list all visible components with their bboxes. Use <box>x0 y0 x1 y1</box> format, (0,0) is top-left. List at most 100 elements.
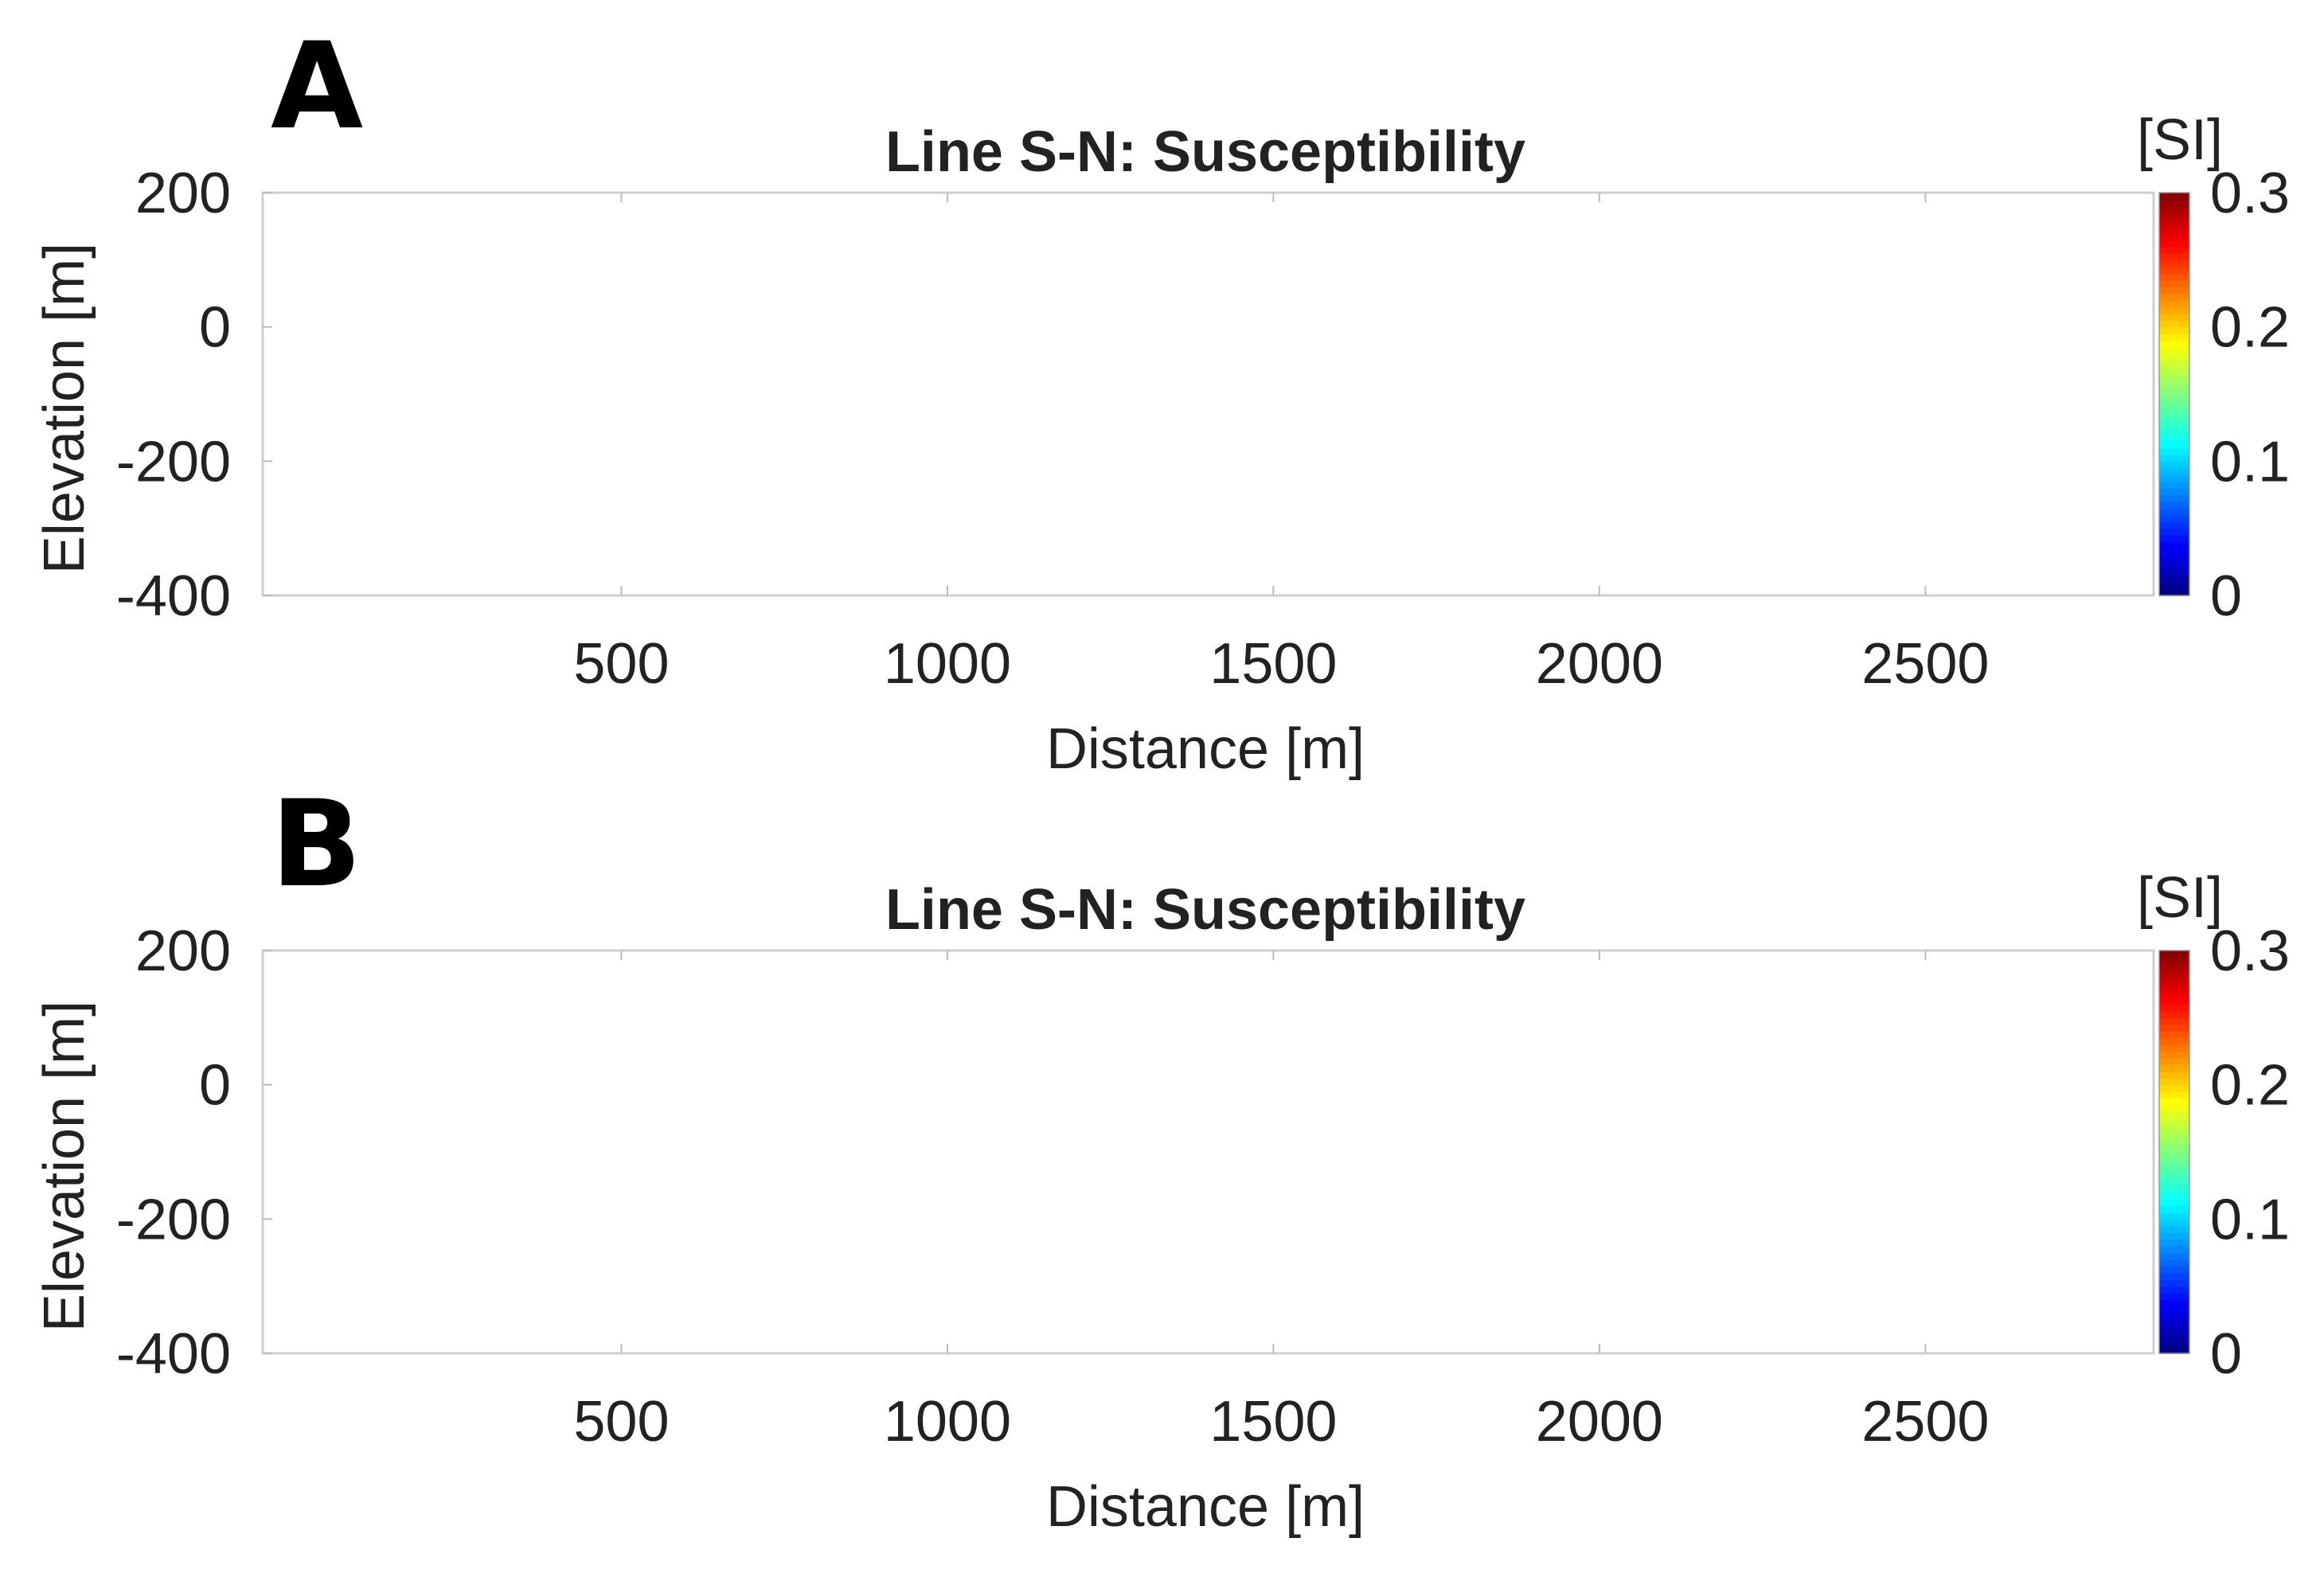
colorbar-segment <box>2159 1145 2189 1153</box>
colorbar-tick-label: 0 <box>2210 1322 2242 1386</box>
colorbar-segment <box>2159 494 2189 502</box>
colorbar-segment <box>2159 555 2189 563</box>
colorbar-segment <box>2159 260 2189 267</box>
colorbar-segment <box>2159 454 2189 463</box>
colorbar-segment <box>2159 299 2189 308</box>
colorbar-segment <box>2159 488 2189 496</box>
colorbar-segment <box>2159 1259 2189 1267</box>
colorbar-segment <box>2159 1131 2189 1139</box>
colorbar-segment <box>2159 528 2189 536</box>
colorbar-segment <box>2159 984 2189 992</box>
colorbar-segment <box>2159 232 2189 240</box>
axes-box <box>261 949 2155 1355</box>
x-tick-label: 1500 <box>1209 1390 1337 1454</box>
colorbar-segment <box>2159 963 2189 972</box>
colorbar-segment <box>2159 1199 2189 1207</box>
colorbar-segment <box>2159 427 2189 435</box>
colorbar-segment <box>2159 226 2189 234</box>
colorbar-segment <box>2159 1212 2189 1220</box>
colorbar-segment <box>2159 1057 2189 1066</box>
colorbar-segment <box>2159 394 2189 402</box>
colorbar-segment <box>2159 313 2189 322</box>
colorbar-segment <box>2159 1098 2189 1106</box>
colorbar-segment <box>2159 1064 2189 1072</box>
colorbar-segment <box>2159 582 2189 590</box>
colorbar-segment <box>2159 575 2189 583</box>
colorbar-segment <box>2159 213 2189 221</box>
colorbar-segment <box>2159 293 2189 301</box>
colorbar-segment <box>2159 1091 2189 1099</box>
colorbar-segment <box>2159 407 2189 416</box>
x-tick-label: 2500 <box>1861 632 1989 696</box>
colorbar-segment <box>2159 306 2189 314</box>
y-tick-label: -200 <box>116 1188 231 1251</box>
colorbar-segment <box>2159 1152 2189 1160</box>
colorbar-segment <box>2159 240 2189 248</box>
colorbar-segment <box>2159 252 2189 261</box>
colorbar-segment <box>2159 246 2189 254</box>
colorbar-segment <box>2159 467 2189 475</box>
colorbar-segment <box>2159 977 2189 985</box>
colorbar-segment <box>2159 1313 2189 1321</box>
y-axis-label: Elevation [m] <box>33 1001 96 1332</box>
colorbar-segment <box>2159 1031 2189 1039</box>
colorbar-segment <box>2159 957 2189 965</box>
colorbar-frame <box>2158 950 2190 1354</box>
chart-title: Line S-N: Susceptibility <box>885 120 1525 184</box>
panel-b: B Line S-N: Susceptibility Elevation [m]… <box>33 775 2290 1539</box>
colorbar-segment <box>2159 334 2189 342</box>
colorbar-segment <box>2159 501 2189 509</box>
colorbar-segment <box>2159 1037 2189 1045</box>
colorbar-segment <box>2159 1010 2189 1019</box>
colorbar-segment <box>2159 1118 2189 1126</box>
colorbar-segment <box>2159 1004 2189 1012</box>
x-axis-label: Distance [m] <box>1046 1475 1365 1539</box>
colorbar-segment <box>2159 447 2189 455</box>
panel-letter-a: A <box>271 18 363 156</box>
colorbar-segment <box>2159 381 2189 388</box>
colorbar-segment <box>2159 950 2189 958</box>
colorbar-segment <box>2159 346 2189 355</box>
colorbar-segment <box>2159 326 2189 334</box>
chart-title: Line S-N: Susceptibility <box>885 878 1525 942</box>
colorbar-segment <box>2159 508 2189 516</box>
colorbar-segment <box>2159 273 2189 281</box>
colorbar-tick-label: 0.2 <box>2210 296 2290 360</box>
colorbar-segment <box>2159 1158 2189 1166</box>
colorbar-segment <box>2159 1333 2189 1341</box>
colorbar-segment <box>2159 1044 2189 1052</box>
x-tick-label: 2000 <box>1536 1390 1663 1454</box>
colorbar-segment <box>2159 1239 2189 1247</box>
colorbar-segment <box>2159 1051 2189 1059</box>
colorbar-tick-label: 0.2 <box>2210 1054 2290 1118</box>
colorbar-segment <box>2159 990 2189 998</box>
colorbar-segment <box>2159 1172 2189 1180</box>
colorbar-segment <box>2159 360 2189 369</box>
colorbar-segment <box>2159 1111 2189 1119</box>
colorbar-segment <box>2159 561 2189 570</box>
colorbar-segment <box>2159 1078 2189 1086</box>
colorbar-segment <box>2159 287 2189 295</box>
x-tick-label: 1500 <box>1209 632 1337 696</box>
colorbar-segment <box>2159 1178 2189 1186</box>
panel-letter-b: B <box>271 775 361 914</box>
colorbar-segment <box>2159 1185 2189 1193</box>
x-axis-label: Distance [m] <box>1046 717 1365 781</box>
x-tick-label: 1000 <box>884 632 1011 696</box>
colorbar-segment <box>2159 367 2189 375</box>
colorbar-segment <box>2159 400 2189 408</box>
colorbar-segment <box>2159 1266 2189 1274</box>
panel-a: A Line S-N: Susceptibility Elevation [m]… <box>33 18 2290 781</box>
colorbar-segment <box>2159 420 2189 428</box>
y-tick-label: 200 <box>135 162 231 225</box>
y-tick-label: -400 <box>116 1322 231 1386</box>
colorbar-segment <box>2159 1272 2189 1281</box>
colorbar-segment <box>2159 1279 2189 1287</box>
colorbar-segment <box>2159 441 2189 449</box>
x-tick-label: 2500 <box>1861 1390 1989 1454</box>
colorbar-segment <box>2159 1286 2189 1294</box>
colorbar-unit-label: [SI] <box>2137 866 2223 930</box>
axes-box <box>261 191 2155 597</box>
x-tick-label: 1000 <box>884 1390 1011 1454</box>
